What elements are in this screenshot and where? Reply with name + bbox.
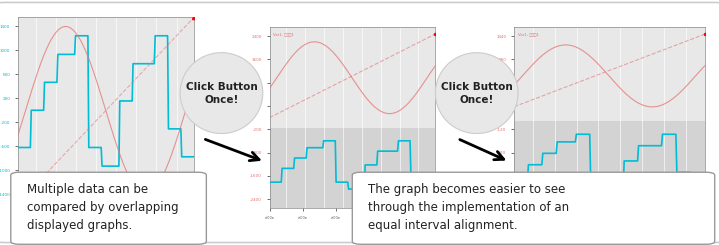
Text: The graph becomes easier to see
through the implementation of an
equal interval : The graph becomes easier to see through … — [368, 183, 569, 232]
Bar — [270, 128, 435, 208]
Text: Click Button
Once!: Click Button Once! — [441, 82, 513, 105]
Text: Multiple data can be
compared by overlapping
displayed graphs.: Multiple data can be compared by overlap… — [27, 183, 178, 232]
Text: Click Button
Once!: Click Button Once! — [186, 82, 257, 105]
Text: Var1, データ1: Var1, データ1 — [518, 32, 539, 37]
Text: Var1, データ1: Var1, データ1 — [273, 32, 294, 37]
Bar — [514, 121, 705, 208]
